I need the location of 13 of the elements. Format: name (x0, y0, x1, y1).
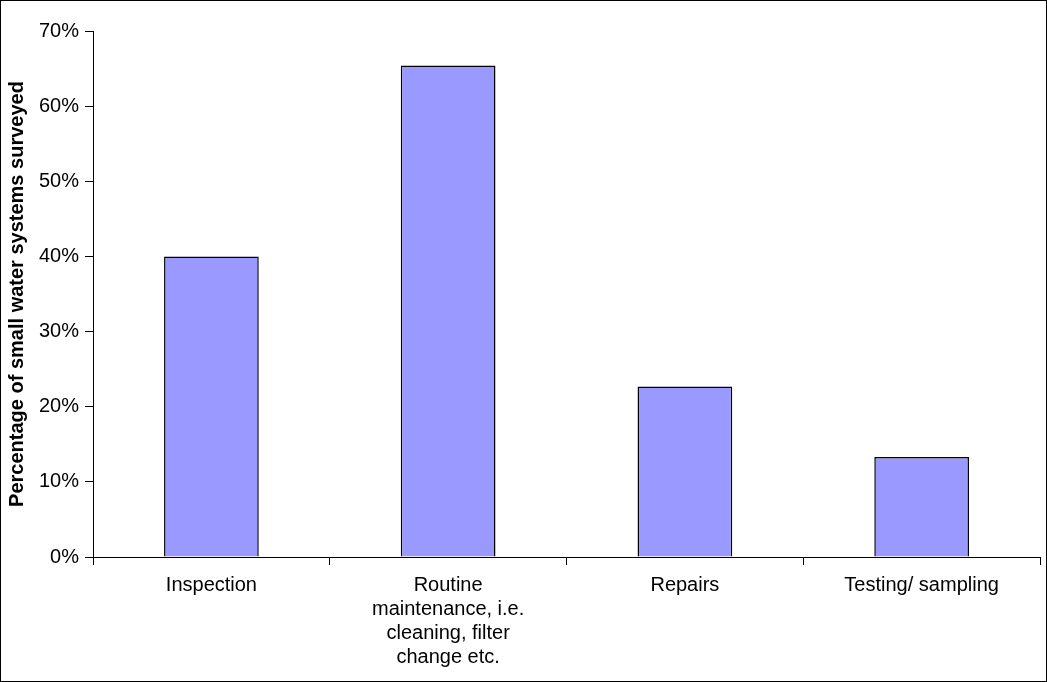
y-tick-label: 50% (39, 168, 80, 191)
x-tick-label: Routine maintenance, i.e. cleaning, filter change etc. (371, 572, 525, 667)
y-tick-label: 30% (39, 319, 80, 342)
y-tick-label: 60% (39, 93, 80, 116)
y-tick-label: 40% (39, 243, 80, 266)
y-tick-label: 0% (50, 544, 80, 567)
x-tick-label: Inspection (165, 572, 257, 595)
y-axis-title: Percentage of small water systems surveyed (4, 81, 27, 507)
y-tick-label: 20% (39, 394, 80, 417)
y-tick-label: 70% (39, 18, 80, 41)
x-tick-label: Repairs (650, 572, 720, 595)
x-tick-label: Testing/ sampling (844, 572, 999, 595)
y-tick-label: 10% (39, 469, 80, 492)
